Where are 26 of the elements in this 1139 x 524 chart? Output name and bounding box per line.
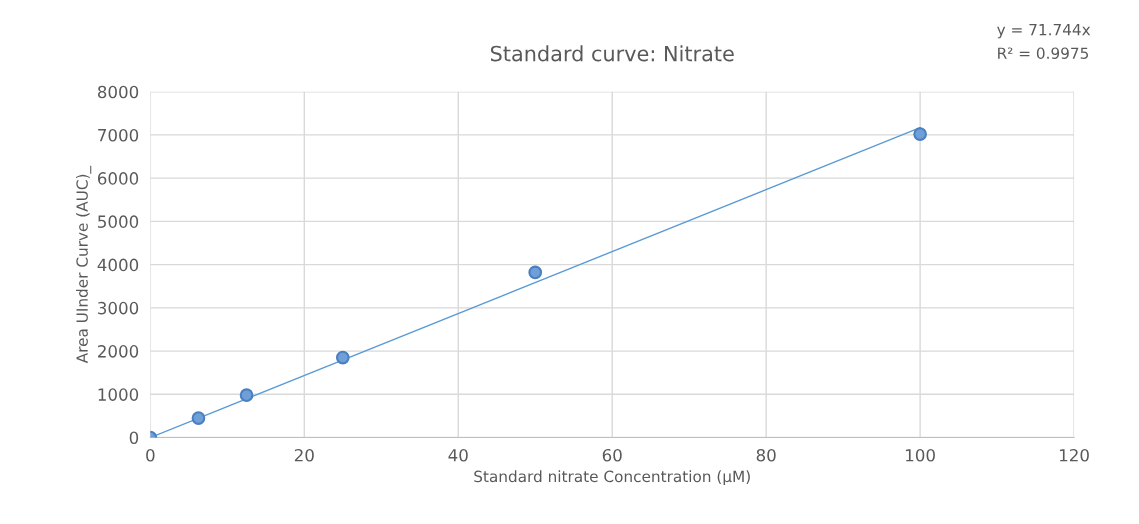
x-tick-label: 20 — [294, 448, 314, 462]
x-tick-label: 100 — [906, 448, 935, 462]
x-tick-label: 0 — [146, 448, 155, 462]
point — [191, 411, 206, 425]
y-tick-label: 7000 — [98, 128, 139, 142]
x-axis-title: Standard nitrate Concentration (µM) — [474, 470, 750, 486]
x-tick-label: 60 — [602, 448, 622, 462]
text: R² = 0.9975 — [998, 47, 1088, 59]
y-tick-label: 3000 — [98, 301, 139, 315]
y-tick-label: 1000 — [98, 388, 139, 401]
x-tick-label: 120 — [1060, 448, 1089, 462]
point — [239, 388, 254, 403]
point — [913, 127, 927, 141]
y-tick-label: 6000 — [97, 172, 139, 185]
point — [528, 265, 543, 280]
y-tick-label: 2000 — [98, 345, 139, 358]
y-tick-label: 8000 — [97, 85, 139, 99]
y-tick-label: 4000 — [97, 258, 139, 272]
y-tick-label: 0 — [129, 431, 139, 445]
y-axis-title: Area UInder Curve (AUC)_ — [76, 165, 92, 364]
point — [335, 350, 350, 365]
x-tick-label: 80 — [756, 448, 776, 462]
chart-title: Standard curve: Nitrate — [490, 45, 734, 62]
text: y = 71.744x — [997, 24, 1091, 39]
x-tick-label: 40 — [448, 448, 468, 462]
y-tick-label: 5000 — [98, 215, 139, 228]
